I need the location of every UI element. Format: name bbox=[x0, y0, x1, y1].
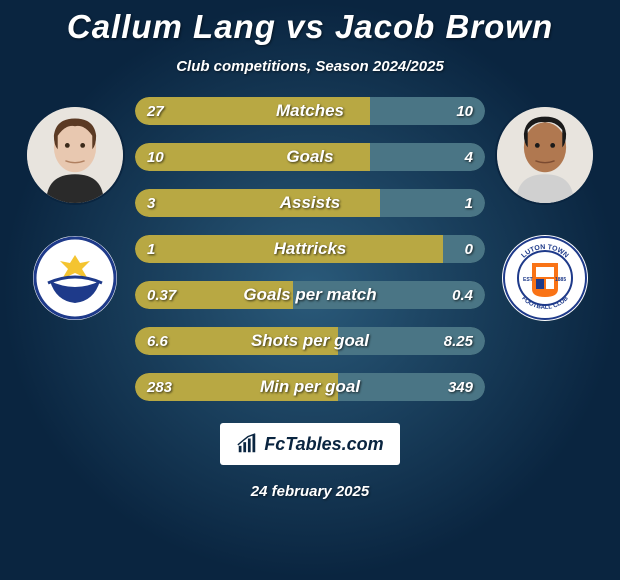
stat-bar: 2710Matches bbox=[135, 97, 485, 125]
bar-label: Assists bbox=[135, 189, 485, 217]
stat-bar: 10Hattricks bbox=[135, 235, 485, 263]
stat-bar: 0.370.4Goals per match bbox=[135, 281, 485, 309]
bar-label: Matches bbox=[135, 97, 485, 125]
page-title: Callum Lang vs Jacob Brown bbox=[67, 8, 553, 46]
svg-text:EST: EST bbox=[523, 277, 533, 283]
right-side-col: LUTON TOWN FOOTBALL CLUB EST 1885 bbox=[495, 97, 595, 323]
svg-text:1885: 1885 bbox=[555, 277, 566, 283]
bar-label: Min per goal bbox=[135, 373, 485, 401]
player-right-avatar bbox=[495, 105, 595, 205]
brand-logo[interactable]: FcTables.com bbox=[220, 423, 400, 465]
bar-label: Goals per match bbox=[135, 281, 485, 309]
club-left-badge bbox=[30, 233, 120, 323]
chart-icon bbox=[236, 433, 258, 455]
avatar-icon bbox=[497, 107, 593, 203]
bar-label: Goals bbox=[135, 143, 485, 171]
avatar-icon bbox=[27, 107, 123, 203]
left-side-col bbox=[25, 97, 125, 323]
bar-label: Hattricks bbox=[135, 235, 485, 263]
comparison-card: Callum Lang vs Jacob Brown Club competit… bbox=[0, 0, 620, 580]
stat-bar: 31Assists bbox=[135, 189, 485, 217]
club-right-badge: LUTON TOWN FOOTBALL CLUB EST 1885 bbox=[500, 233, 590, 323]
stat-bar: 104Goals bbox=[135, 143, 485, 171]
portsmouth-crest-icon bbox=[30, 233, 120, 323]
brand-text: FcTables.com bbox=[264, 434, 383, 455]
luton-roundel-icon: LUTON TOWN FOOTBALL CLUB EST 1885 bbox=[500, 233, 590, 323]
main-row: 2710Matches 104Goals 31Assists 10Hattricks 0… bbox=[0, 97, 620, 401]
stats-bars: 2710Matches 104Goals 31Assists 10Hattricks 0… bbox=[135, 97, 485, 401]
stat-bar: 283349Min per goal bbox=[135, 373, 485, 401]
stat-bar: 6.68.25Shots per goal bbox=[135, 327, 485, 355]
subtitle: Club competitions, Season 2024/2025 bbox=[176, 58, 444, 75]
player-left-avatar bbox=[25, 105, 125, 205]
bar-label: Shots per goal bbox=[135, 327, 485, 355]
date-text: 24 february 2025 bbox=[251, 483, 369, 500]
